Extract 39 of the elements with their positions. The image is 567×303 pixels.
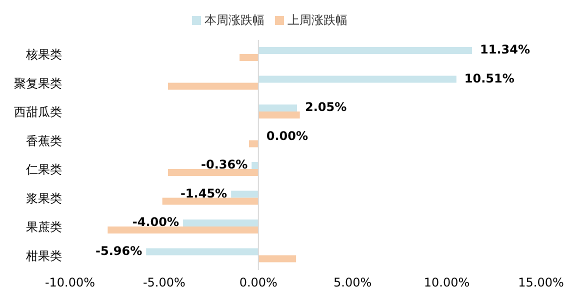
x-tick-label: -5.00% <box>142 276 186 290</box>
bar <box>240 54 258 61</box>
x-tick-label: 0.00% <box>239 276 278 290</box>
y-tick-label: 浆果类 <box>26 191 62 206</box>
data-label: -5.96% <box>95 244 142 258</box>
x-tick-label: 5.00% <box>334 276 372 290</box>
legend-label: 上周涨跌幅 <box>288 13 348 27</box>
data-label: 10.51% <box>464 71 514 86</box>
data-label: 0.00% <box>266 128 308 143</box>
bar <box>146 248 258 256</box>
y-tick-label: 仁果类 <box>25 162 62 177</box>
x-tick-label: 10.00% <box>424 276 470 290</box>
y-tick-label: 核果类 <box>25 48 62 62</box>
y-tick-label: 果蔗类 <box>26 220 62 234</box>
bar <box>252 162 258 169</box>
bar <box>108 226 258 234</box>
bar <box>231 190 258 198</box>
data-label: -4.00% <box>132 215 180 229</box>
data-label: -1.45% <box>180 186 228 200</box>
data-label: 2.05% <box>305 100 347 114</box>
bar <box>168 82 258 90</box>
bar <box>258 104 298 112</box>
bar <box>162 198 258 205</box>
legend-label: 本周涨跌幅 <box>204 13 264 27</box>
bar <box>183 220 258 226</box>
y-tick-label: 柑果类 <box>25 248 62 263</box>
data-label: 11.34% <box>480 42 530 56</box>
data-label: -0.36% <box>200 158 248 172</box>
bar <box>258 47 472 54</box>
bar <box>258 112 300 118</box>
y-tick-label: 香蕉类 <box>26 134 62 148</box>
x-tick-label: 15.00% <box>518 276 564 290</box>
x-tick-label: -10.00% <box>44 276 96 290</box>
y-tick-label: 聚复果类 <box>14 76 62 90</box>
y-tick-label: 西甜瓜类 <box>14 105 62 120</box>
bar <box>258 76 456 83</box>
bar <box>168 169 258 176</box>
bar <box>248 140 258 148</box>
bar <box>258 255 296 262</box>
